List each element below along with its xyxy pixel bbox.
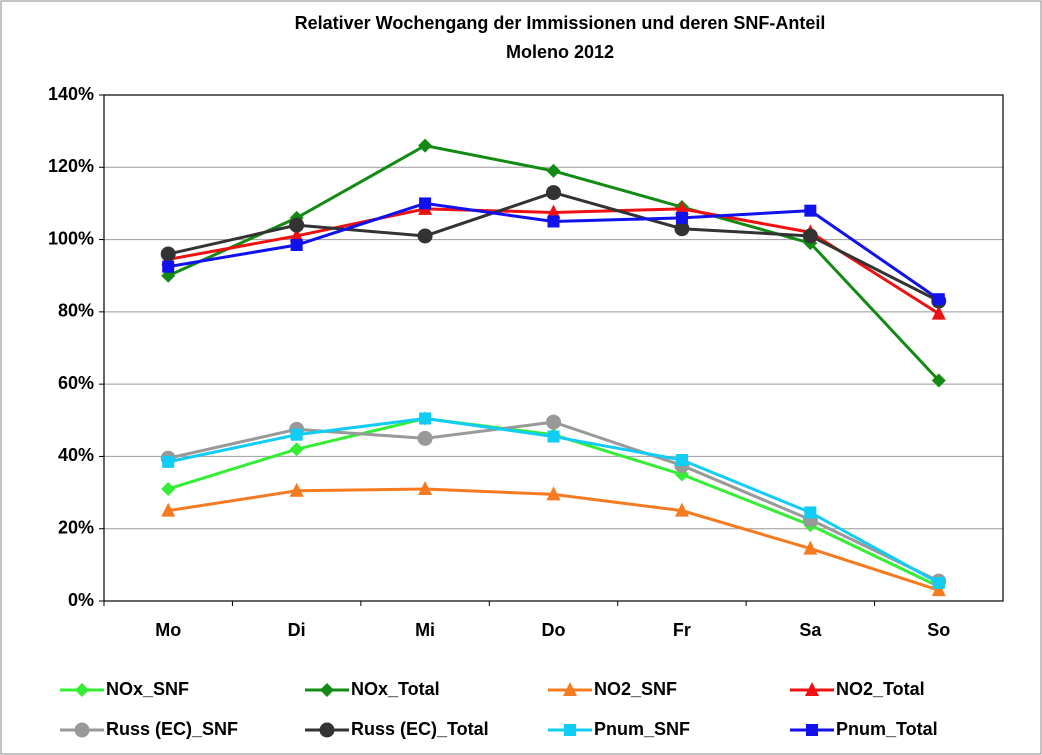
marker bbox=[804, 506, 817, 519]
marker bbox=[546, 163, 561, 178]
marker bbox=[931, 373, 946, 388]
plot-area bbox=[103, 94, 1004, 602]
marker bbox=[546, 204, 561, 219]
y-tick-label: 40% bbox=[58, 445, 94, 465]
legend-label: Pnum_SNF bbox=[594, 719, 690, 739]
marker bbox=[419, 197, 432, 210]
x-tick-label: So bbox=[927, 620, 950, 640]
marker bbox=[563, 682, 577, 696]
marker bbox=[674, 200, 689, 215]
x-tick-label: Fr bbox=[673, 620, 691, 640]
marker bbox=[162, 260, 175, 273]
y-tick-label: 0% bbox=[68, 590, 94, 610]
marker bbox=[320, 683, 334, 697]
marker bbox=[675, 211, 688, 224]
marker bbox=[162, 455, 175, 468]
marker bbox=[290, 238, 303, 251]
y-tick-label: 100% bbox=[48, 228, 94, 248]
y-tick-label: 140% bbox=[48, 84, 94, 104]
marker bbox=[546, 414, 561, 430]
marker bbox=[803, 540, 818, 555]
marker bbox=[161, 502, 176, 517]
marker bbox=[674, 502, 689, 517]
marker bbox=[74, 722, 90, 738]
legend-label: NO2_Total bbox=[836, 679, 925, 699]
marker bbox=[289, 217, 305, 233]
marker bbox=[418, 480, 433, 495]
marker bbox=[290, 428, 303, 441]
marker bbox=[564, 724, 576, 736]
marker bbox=[161, 481, 176, 496]
marker bbox=[75, 683, 89, 697]
marker bbox=[674, 221, 690, 237]
y-tick-label: 80% bbox=[58, 301, 94, 321]
marker bbox=[675, 454, 688, 467]
chart-subtitle: Moleno 2012 bbox=[506, 42, 614, 62]
marker bbox=[418, 138, 433, 153]
marker bbox=[289, 482, 304, 497]
x-tick-label: Mi bbox=[415, 620, 435, 640]
legend-label: NOx_SNF bbox=[106, 679, 189, 699]
marker bbox=[417, 228, 433, 244]
marker bbox=[546, 486, 561, 501]
y-tick-label: 60% bbox=[58, 373, 94, 393]
marker bbox=[160, 246, 176, 262]
marker bbox=[802, 228, 818, 244]
marker bbox=[319, 722, 335, 738]
marker bbox=[806, 724, 818, 736]
marker bbox=[931, 305, 946, 320]
y-tick-label: 120% bbox=[48, 156, 94, 176]
marker bbox=[932, 293, 945, 306]
legend-label: NO2_SNF bbox=[594, 679, 677, 699]
chart-title: Relativer Wochengang der Immissionen und… bbox=[295, 13, 826, 33]
x-tick-label: Di bbox=[288, 620, 306, 640]
y-tick-label: 20% bbox=[58, 517, 94, 537]
x-tick-label: Do bbox=[542, 620, 566, 640]
marker bbox=[805, 682, 819, 696]
legend-label: Russ (EC)_Total bbox=[351, 719, 489, 739]
marker bbox=[546, 185, 561, 201]
x-tick-label: Mo bbox=[155, 620, 181, 640]
legend-label: NOx_Total bbox=[351, 679, 440, 699]
marker bbox=[931, 582, 946, 597]
marker bbox=[804, 204, 817, 217]
legend-label: Russ (EC)_SNF bbox=[106, 719, 238, 739]
marker bbox=[547, 430, 560, 443]
marker bbox=[547, 215, 560, 228]
legend-label: Pnum_Total bbox=[836, 719, 938, 739]
marker bbox=[417, 430, 433, 446]
marker bbox=[419, 412, 432, 425]
marker bbox=[932, 576, 945, 589]
x-tick-label: Sa bbox=[799, 620, 822, 640]
marker bbox=[289, 227, 304, 242]
marker bbox=[289, 442, 304, 457]
